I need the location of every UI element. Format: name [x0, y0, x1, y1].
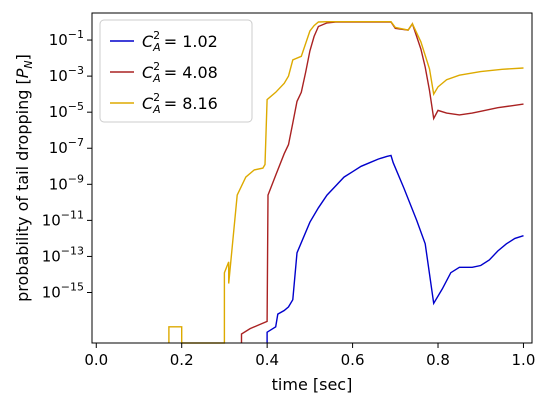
x-tick-label: 0.0	[84, 351, 108, 369]
x-tick-label: 1.0	[512, 351, 536, 369]
y-tick-label: 10−7	[49, 136, 84, 157]
y-tick-label: 10−11	[42, 208, 84, 229]
x-axis-label: time [sec]	[272, 375, 353, 394]
legend-entry-1: C2 A = 1.02	[142, 29, 218, 54]
x-tick-label: 0.2	[170, 351, 194, 369]
series-line-2	[240, 21, 524, 343]
legend-entry-2: C2 A = 4.08	[142, 60, 218, 85]
y-axis: 10−1 10−3 10−5 10−7 10−9 10−11 10−13 10−15	[42, 28, 92, 302]
y-axis-label: probability of tail dropping [PN]	[13, 54, 35, 302]
y-tick-label: 10−5	[49, 100, 84, 121]
x-tick-label: 0.8	[426, 351, 450, 369]
plot-frame	[91, 12, 533, 344]
y-tick-label: 10−9	[49, 172, 84, 193]
series-line-1	[266, 154, 524, 343]
series-line-3	[168, 21, 524, 344]
y-tick-label: 10−13	[42, 244, 84, 265]
x-tick-label: 0.6	[341, 351, 365, 369]
legend-box	[99, 19, 253, 123]
y-tick-label: 10−3	[49, 64, 84, 85]
series-layer	[168, 21, 524, 344]
y-tick-label: 10−1	[49, 28, 84, 49]
x-tick-label: 0.4	[255, 351, 279, 369]
y-tick-label: 10−15	[42, 281, 84, 302]
x-axis: 0.0 0.2 0.4 0.6 0.8 1.0	[84, 343, 535, 369]
legend-entry-3: C2 A = 8.16	[142, 91, 218, 116]
legend: C2 A = 1.02 C2 A = 4.08 C2 A = 8.16	[99, 19, 253, 123]
